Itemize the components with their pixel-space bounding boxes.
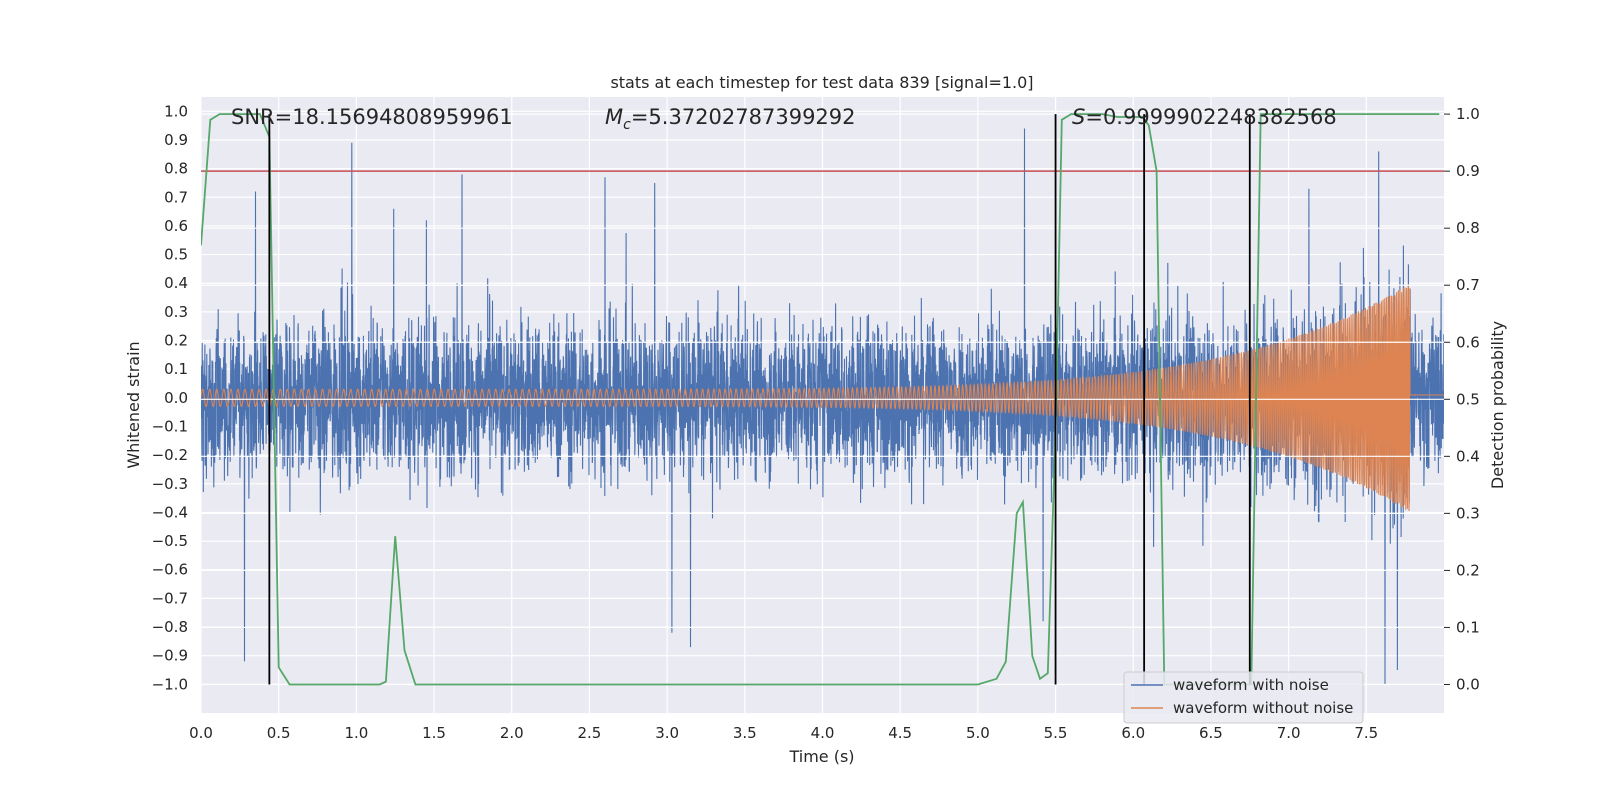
y-right-tick-label: 0.2 [1456,561,1480,579]
y-right-tick-label: 0.8 [1456,219,1480,237]
y-right-tick-label: 0.5 [1456,390,1480,408]
y-tick-label: 0.2 [164,332,188,350]
x-axis-label: Time (s) [788,747,854,766]
y-right-tick-label: 1.0 [1456,105,1480,123]
chirp-mass-subscript: c [623,117,631,133]
x-tick-label: 4.0 [811,724,835,742]
y-right-tick-label: 0.4 [1456,447,1480,465]
y-tick-label: −1.0 [152,675,188,693]
x-tick-label: 7.0 [1277,724,1301,742]
s-value: =0.9999902248382568 [1085,105,1336,129]
snr-annotation: SNR=18.15694808959961 [231,105,513,129]
y-right-tick-label: 0.3 [1456,504,1480,522]
y-right-tick-label: 0.0 [1456,675,1480,693]
y-tick-label: 0.6 [164,217,188,235]
chirp-mass-symbol: M [605,105,623,129]
y-axis-right-label: Detection probability [1488,321,1507,489]
y-tick-label: 1.0 [164,102,188,120]
series-line-waveform-with-noise [201,128,1444,685]
chart-title: stats at each timestep for test data 839… [610,73,1033,92]
y-axis-right: 1.0 0.9 0.8 0.7 0.6 0.5 0.4 0.3 0.2 0.1 0.0 [1444,105,1480,693]
x-tick-label: 1.0 [344,724,368,742]
y-tick-label: 0.4 [164,274,188,292]
x-tick-label: 6.0 [1121,724,1145,742]
y-right-tick-label: 0.7 [1456,276,1480,294]
y-tick-label: 0.9 [164,131,188,149]
legend-label-waveform-without-noise: waveform without noise [1173,699,1353,717]
x-tick-label: 7.5 [1354,724,1378,742]
y-tick-label: −0.9 [152,647,188,665]
y-tick-label: −0.5 [152,532,188,550]
chirp-mass-value: =5.37202787399292 [631,105,856,129]
y-tick-label: −0.8 [152,618,188,636]
y-tick-label: −0.1 [152,417,188,435]
y-right-tick-label: 0.6 [1456,333,1480,351]
x-tick-label: 6.5 [1199,724,1223,742]
x-tick-label: 5.0 [966,724,990,742]
y-tick-label: 0.8 [164,160,188,178]
y-right-tick-label: 0.9 [1456,162,1480,180]
x-tick-label: 3.0 [655,724,679,742]
x-tick-label: 2.0 [500,724,524,742]
y-tick-label: −0.7 [152,589,188,607]
y-right-tick-label: 0.1 [1456,618,1480,636]
x-tick-label: 4.5 [888,724,912,742]
y-tick-label: −0.2 [152,446,188,464]
y-tick-label: 0.0 [164,389,188,407]
x-tick-label: 1.5 [422,724,446,742]
y-tick-label: −0.3 [152,475,188,493]
vertical-markers [268,114,1251,685]
y-tick-label: 0.1 [164,360,188,378]
chirp-mass-annotation: Mc=5.37202787399292 [605,105,856,133]
x-tick-label: 2.5 [578,724,602,742]
legend-box [1123,671,1364,724]
s-annotation: S=0.9999902248382568 [1072,105,1337,129]
series-line-waveform-without-noise [201,284,1444,512]
x-tick-label: 5.5 [1044,724,1068,742]
y-tick-label: 0.5 [164,246,188,264]
y-tick-label: −0.6 [152,561,188,579]
s-symbol: S [1072,105,1085,129]
x-tick-label: 0.5 [267,724,291,742]
x-tick-label: 3.5 [733,724,757,742]
y-axis-label: Whitened strain [124,341,143,468]
legend-label-waveform-with-noise: waveform with noise [1173,676,1329,694]
x-axis: 0.0 0.5 1.0 1.5 2.0 2.5 3.0 3.5 4.0 4.5 5.0 5.5 6.0 6… [189,724,1378,742]
x-tick-label: 0.0 [189,724,213,742]
y-tick-label: −0.4 [152,503,188,521]
y-tick-label: 0.7 [164,188,188,206]
grid-right-axis [201,113,1444,686]
y-tick-label: 0.3 [164,303,188,321]
y-axis-left: 1.0 0.9 0.8 0.7 0.6 0.5 0.4 0.3 0.2 0.1 0.0 −0.1 −0.… [152,102,188,693]
legend: waveform with noise waveform without noi… [1123,671,1364,724]
